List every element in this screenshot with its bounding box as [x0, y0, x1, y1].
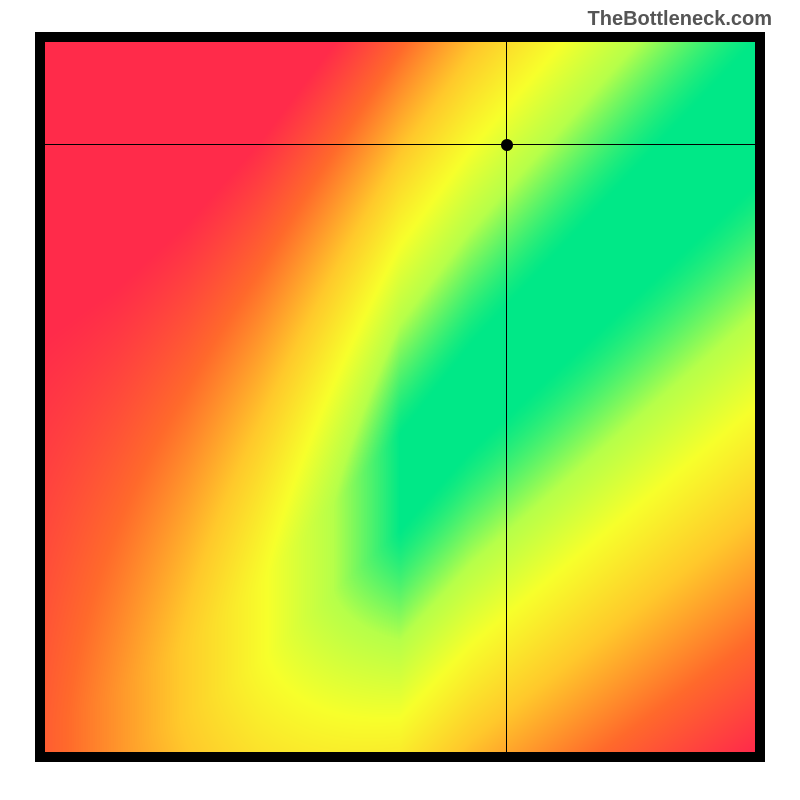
crosshair-horizontal-line — [45, 144, 755, 145]
bottleneck-heatmap — [45, 42, 755, 752]
crosshair-marker-dot — [501, 139, 513, 151]
watermark-text: TheBottleneck.com — [588, 8, 772, 31]
